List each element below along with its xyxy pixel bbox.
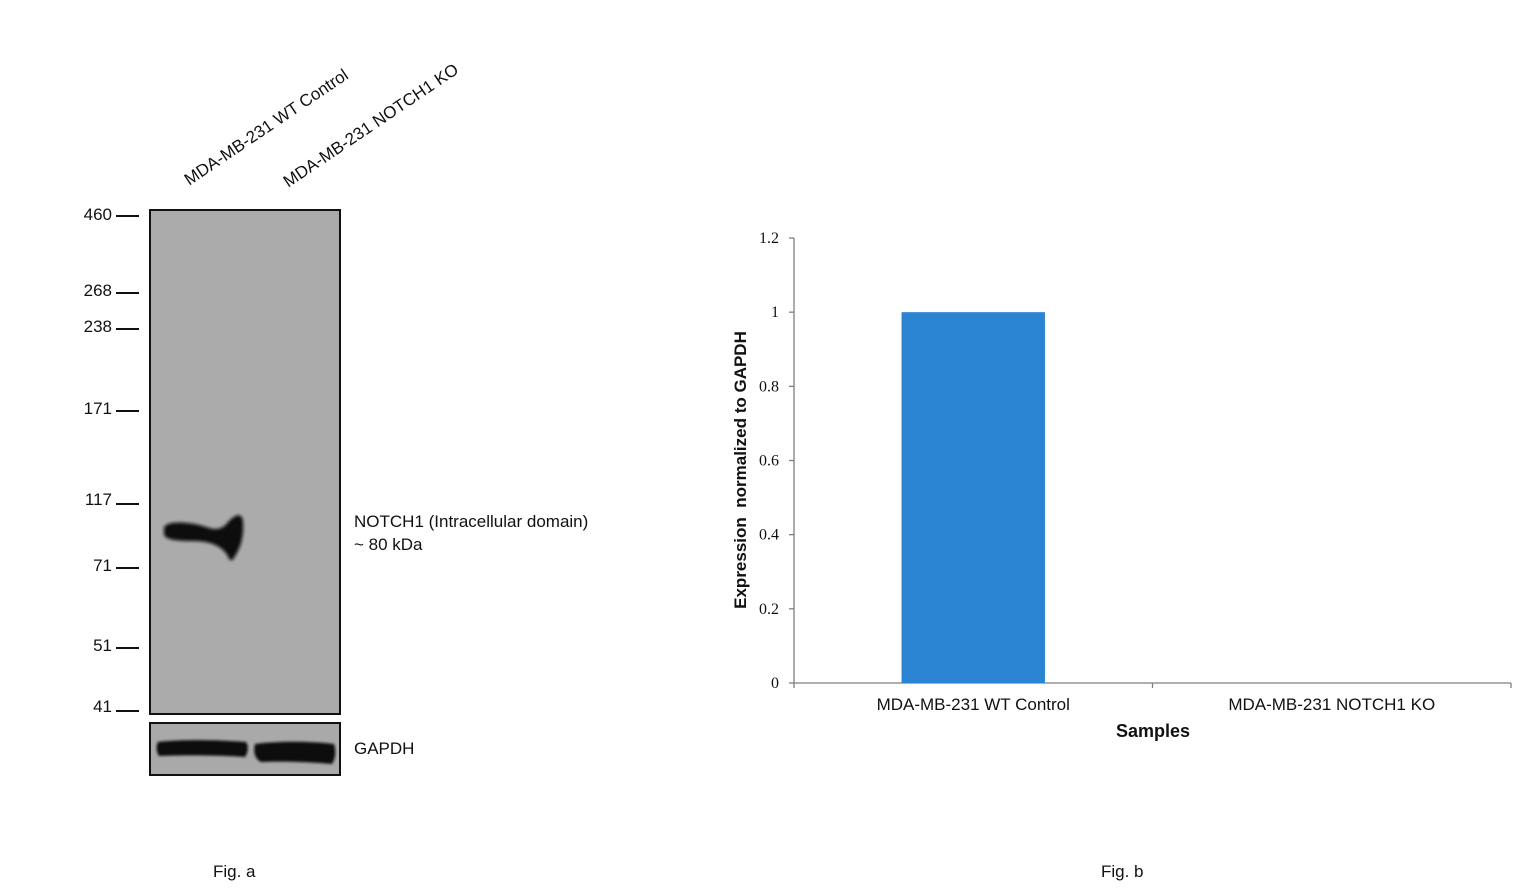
mw-marker-label: 41 — [93, 697, 112, 716]
mw-marker-tick — [116, 292, 139, 294]
mw-marker-tick — [116, 647, 139, 649]
x-axis — [793, 682, 1512, 688]
gapdh-band-wt — [156, 740, 248, 757]
y-tick-labels: 0 0.2 0.4 0.6 0.8 1 1.2 — [759, 230, 779, 692]
mw-marker-tick — [116, 710, 139, 712]
figure-b-caption: Fig. b — [1101, 862, 1144, 881]
figure-a-caption: Fig. a — [213, 862, 256, 881]
mw-marker-tick — [116, 503, 139, 505]
notch1-band — [164, 515, 244, 561]
blot-membrane-gapdh — [149, 722, 341, 776]
notch1-band-label: NOTCH1 (Intracellular domain) ~ 80 kDa — [354, 510, 588, 556]
mw-marker-label: 171 — [83, 399, 112, 418]
bar-series — [901, 312, 1045, 683]
mw-marker-tick — [116, 410, 139, 412]
y-tick-label: 0.2 — [759, 601, 779, 618]
y-tick-label: 0 — [771, 675, 779, 692]
mw-marker-label: 117 — [84, 490, 112, 509]
y-tick-label: 1 — [771, 304, 779, 321]
y-axis — [789, 237, 795, 684]
mw-marker-label: 71 — [93, 556, 112, 575]
x-tick-label: MDA-MB-231 WT Control — [877, 695, 1070, 714]
gapdh-bands — [156, 740, 336, 764]
mw-marker-label: 238 — [83, 317, 112, 336]
mw-marker-tick — [116, 328, 139, 330]
bar-wt-control — [901, 312, 1045, 683]
mw-marker-label: 51 — [93, 636, 112, 655]
band-label-name: NOTCH1 (Intracellular domain) — [354, 512, 589, 531]
x-tick-label: MDA-MB-231 NOTCH1 KO — [1228, 695, 1435, 714]
gapdh-label: GAPDH — [354, 739, 415, 758]
y-tick-label: 0.6 — [759, 453, 779, 470]
mw-marker-tick — [116, 567, 139, 569]
y-axis-title: Expression normalized to GAPDH — [731, 331, 750, 609]
notch1-band-area — [164, 515, 244, 561]
x-axis-title: Samples — [1116, 721, 1190, 741]
x-tick-labels: MDA-MB-231 WT Control MDA-MB-231 NOTCH1 K… — [877, 695, 1436, 714]
y-tick-label: 0.8 — [759, 378, 779, 395]
mw-marker-label: 268 — [83, 281, 112, 300]
mw-marker-tick — [116, 215, 139, 217]
mw-marker-label: 460 — [83, 205, 112, 224]
blot-membrane-main — [149, 209, 341, 715]
band-label-size: ~ 80 kDa — [354, 535, 423, 554]
gapdh-band-ko — [254, 741, 336, 764]
y-tick-label: 0.4 — [759, 527, 779, 544]
y-tick-label: 1.2 — [759, 230, 779, 247]
